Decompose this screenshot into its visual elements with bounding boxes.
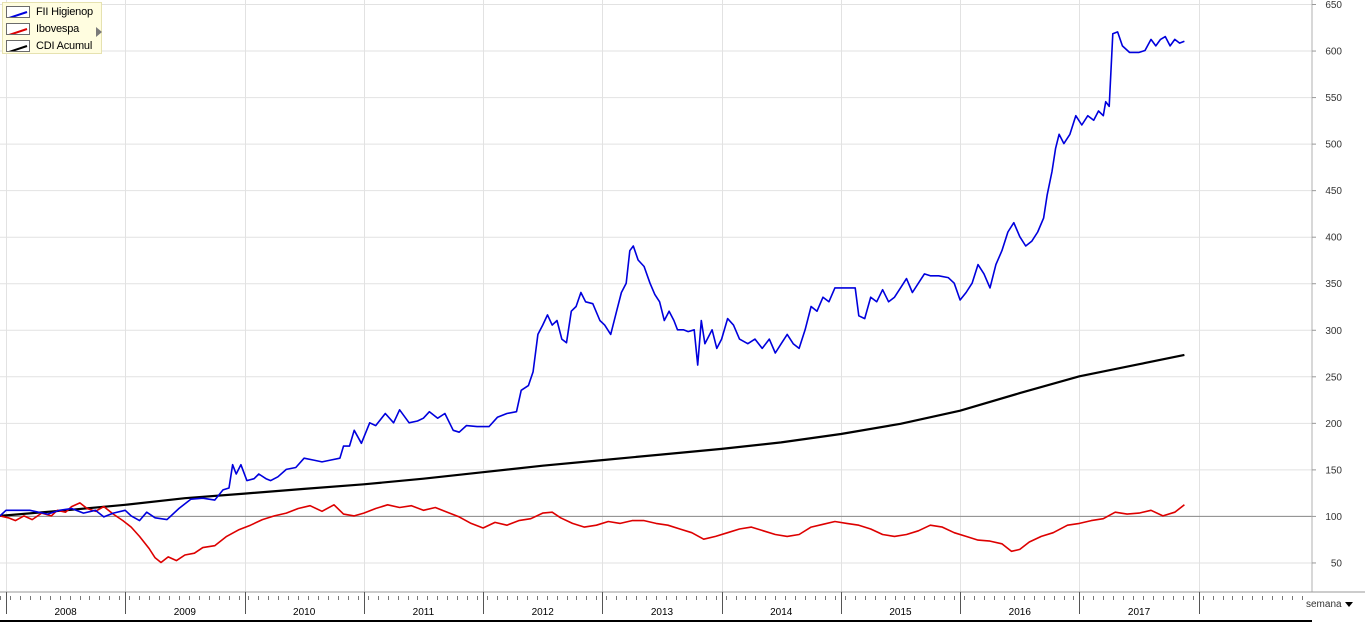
legend-swatch-icon <box>6 40 30 52</box>
x-tick-label: 2017 <box>1128 607 1151 618</box>
y-tick-label: 350 <box>1325 279 1342 290</box>
y-tick-label: 600 <box>1325 47 1342 58</box>
y-tick-label: 50 <box>1331 558 1343 569</box>
legend-item-ibovespa[interactable]: Ibovespa <box>6 22 101 38</box>
y-tick-label: 650 <box>1325 0 1342 11</box>
legend-item-cdi[interactable]: CDI Acumul <box>6 39 101 55</box>
y-tick-label: 250 <box>1325 372 1342 383</box>
legend-label: CDI Acumul <box>36 40 93 52</box>
grid <box>0 0 1312 592</box>
x-tick-label: 2012 <box>532 607 555 618</box>
y-tick-label: 100 <box>1325 512 1342 523</box>
x-tick-label: 2015 <box>889 607 912 618</box>
legend-label: FII Higienop <box>36 6 93 18</box>
legend: FII Higienop Ibovespa CDI Acumul <box>2 2 102 54</box>
legend-label: Ibovespa <box>36 23 80 35</box>
series-group <box>0 31 1185 564</box>
legend-item-fii[interactable]: FII Higienop <box>6 5 101 21</box>
legend-swatch-icon <box>6 6 30 18</box>
y-tick-label: 300 <box>1325 326 1342 337</box>
series-line-fii-higienop <box>0 31 1185 522</box>
x-tick-label: 2008 <box>54 607 77 618</box>
y-tick-label: 550 <box>1325 93 1342 104</box>
x-tick-label: 2016 <box>1009 607 1032 618</box>
x-tick-label: 2011 <box>413 607 435 618</box>
y-tick-label: 500 <box>1325 140 1342 151</box>
x-tick-label: 2010 <box>293 607 316 618</box>
x-tick-label: 2014 <box>770 607 793 618</box>
legend-swatch-icon <box>6 23 30 35</box>
y-tick-label: 400 <box>1325 233 1342 244</box>
chevron-down-icon <box>1344 601 1353 607</box>
series-line-ibovespa <box>0 502 1185 564</box>
x-tick-label: 2013 <box>651 607 674 618</box>
y-tick-label: 450 <box>1325 186 1342 197</box>
x-tick-label: 2009 <box>174 607 197 618</box>
period-dropdown[interactable]: semana <box>1306 599 1353 613</box>
y-tick-label: 200 <box>1325 419 1342 430</box>
legend-expand-arrow-icon[interactable] <box>96 27 102 37</box>
period-label: semana <box>1306 599 1342 610</box>
y-tick-label: 150 <box>1325 465 1342 476</box>
series-line-cdi-acumul <box>0 353 1185 517</box>
